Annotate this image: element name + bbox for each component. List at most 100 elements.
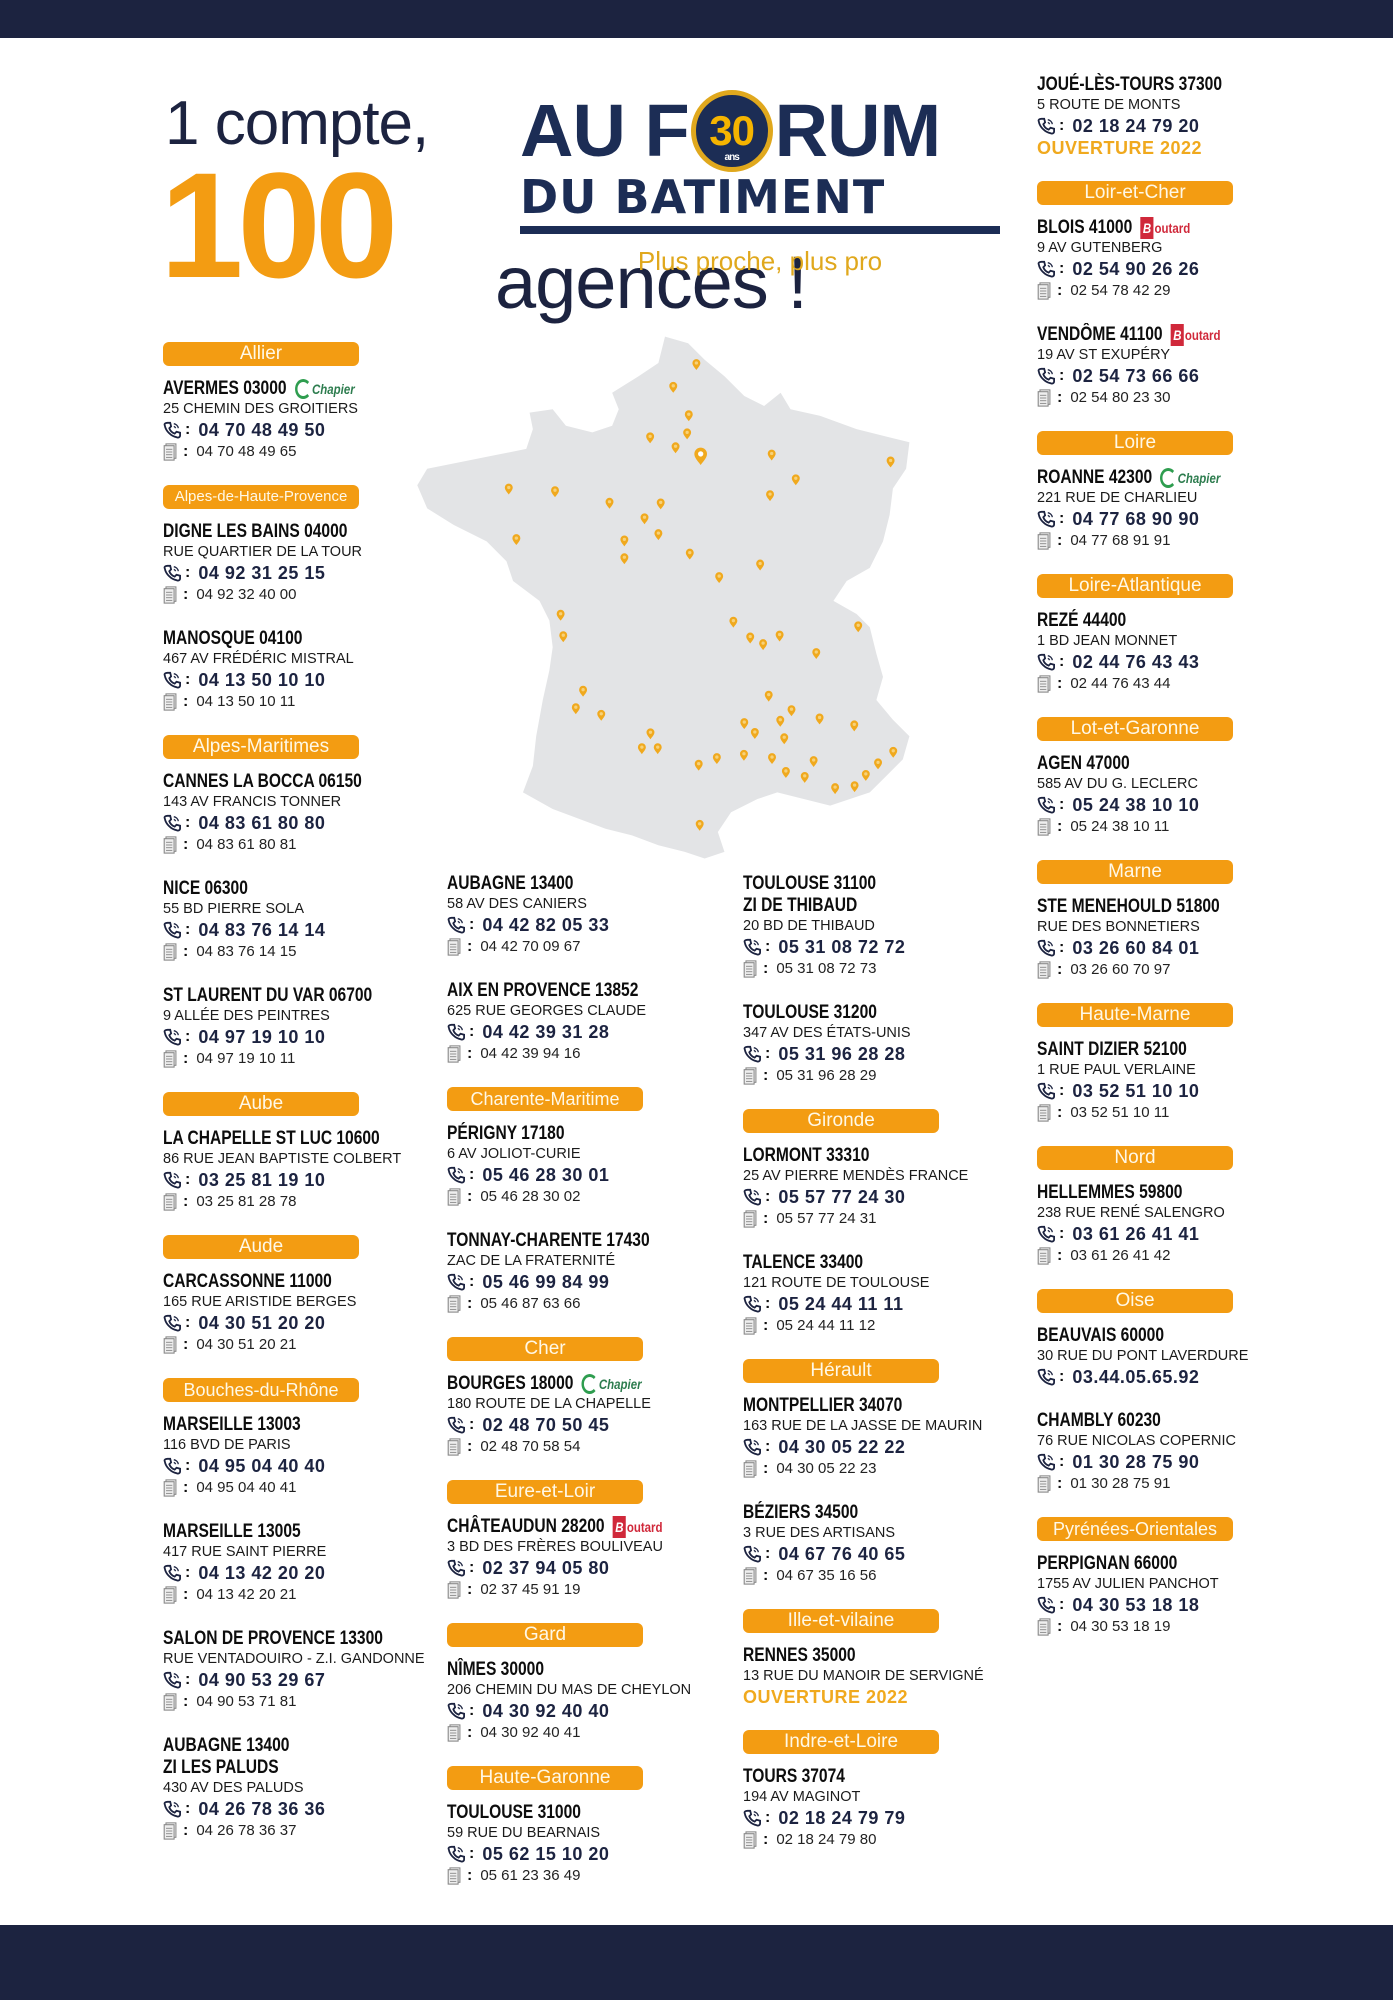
phone-number[interactable]: 04 13 42 20 20 bbox=[198, 1563, 326, 1583]
agency-name: JOUÉ-LÈS-TOURS 37300 bbox=[1037, 74, 1258, 96]
phone-number[interactable]: 03 61 26 41 41 bbox=[1072, 1224, 1200, 1244]
phone-number[interactable]: 05 46 28 30 01 bbox=[482, 1165, 610, 1185]
phone-icon bbox=[743, 1438, 761, 1456]
phone-number[interactable]: 04 30 92 40 40 bbox=[482, 1701, 610, 1721]
phone-number[interactable]: 05 24 38 10 10 bbox=[1072, 795, 1200, 815]
phone-number[interactable]: 05 31 08 72 72 bbox=[778, 937, 906, 957]
phone-number[interactable]: 03 26 60 84 01 bbox=[1072, 938, 1200, 958]
agency-name: TOULOUSE 31000 bbox=[447, 1802, 668, 1824]
phone-icon bbox=[447, 1023, 465, 1041]
agency-name-text: HELLEMMES 59800 bbox=[1037, 1182, 1183, 1203]
agency-name: TOURS 37074 bbox=[743, 1766, 964, 1788]
fax-icon bbox=[163, 1479, 179, 1497]
phone-number[interactable]: 04 70 48 49 50 bbox=[198, 420, 326, 440]
agency-address: 30 RUE DU PONT LAVERDURE bbox=[1037, 1348, 1249, 1364]
phone-number[interactable]: 02 18 24 79 20 bbox=[1072, 116, 1200, 136]
phone-number[interactable]: 04 30 05 22 22 bbox=[778, 1437, 906, 1457]
agency-pins bbox=[504, 359, 898, 831]
agency-pin-icon bbox=[715, 572, 724, 584]
department-header: Alpes-Maritimes bbox=[163, 735, 359, 759]
fax-line: :04 30 05 22 23 bbox=[743, 1458, 1013, 1480]
agency-address: 165 RUE ARISTIDE BERGES bbox=[163, 1294, 357, 1310]
chapier-logo-icon: Chapier bbox=[294, 378, 355, 400]
hero-number: 100 bbox=[160, 141, 398, 309]
phone-number[interactable]: 01 30 28 75 90 bbox=[1072, 1452, 1200, 1472]
agency-name: BOURGES 18000 Chapier bbox=[447, 1373, 668, 1395]
agency-name: NÎMES 30000 bbox=[447, 1659, 668, 1681]
phone-number[interactable]: 04 30 51 20 20 bbox=[198, 1313, 326, 1333]
phone-number[interactable]: 02 54 73 66 66 bbox=[1072, 366, 1200, 386]
phone-icon bbox=[1037, 1225, 1055, 1243]
fax-icon bbox=[743, 1567, 759, 1585]
agency-pin-icon bbox=[654, 529, 663, 541]
fax-line: :03 61 26 41 42 bbox=[1037, 1245, 1307, 1267]
phone-number[interactable]: 04 42 82 05 33 bbox=[482, 915, 610, 935]
agency-name-text: TOURS 37074 bbox=[743, 1766, 845, 1787]
agency-name-text: MARSEILLE 13003 bbox=[163, 1414, 301, 1435]
phone-number[interactable]: 04 83 76 14 14 bbox=[198, 920, 326, 940]
phone-number[interactable]: 04 42 39 31 28 bbox=[482, 1022, 610, 1042]
fax-line: :05 46 28 30 02 bbox=[447, 1186, 717, 1208]
phone-number[interactable]: 05 24 44 11 11 bbox=[778, 1294, 904, 1314]
phone-number[interactable]: 04 77 68 90 90 bbox=[1072, 509, 1200, 529]
hero-line1: 1 compte, bbox=[165, 89, 429, 158]
agency-card: TALENCE 33400 121 ROUTE DE TOULOUSE:05 24… bbox=[743, 1252, 1013, 1337]
phone-number[interactable]: 04 92 31 25 15 bbox=[198, 563, 326, 583]
phone-number[interactable]: 02 48 70 50 45 bbox=[482, 1415, 610, 1435]
phone-number[interactable]: 04 95 04 40 40 bbox=[198, 1456, 326, 1476]
agency-pin-icon bbox=[597, 709, 606, 721]
agency-pin-icon bbox=[791, 474, 800, 486]
fax-line: :04 30 92 40 41 bbox=[447, 1722, 717, 1744]
phone-number[interactable]: 02 54 90 26 26 bbox=[1072, 259, 1200, 279]
agency-name-text: DIGNE LES BAINS 04000 bbox=[163, 521, 348, 542]
phone-number[interactable]: 04 97 19 10 10 bbox=[198, 1027, 326, 1047]
agency-card: NÎMES 30000 206 CHEMIN DU MAS DE CHEYLON:… bbox=[447, 1659, 717, 1744]
agency-name: HELLEMMES 59800 bbox=[1037, 1182, 1258, 1204]
agency-card: PÉRIGNY 17180 6 AV JOLIOT-CURIE:05 46 28 … bbox=[447, 1123, 717, 1208]
phone-number[interactable]: 02 18 24 79 79 bbox=[778, 1808, 906, 1828]
phone-number[interactable]: 04 67 76 40 65 bbox=[778, 1544, 906, 1564]
phone-icon bbox=[1037, 1596, 1055, 1614]
agency-card: DIGNE LES BAINS 04000 RUE QUARTIER DE LA … bbox=[163, 521, 433, 606]
phone-number[interactable]: 05 57 77 24 30 bbox=[778, 1187, 906, 1207]
agency-card: PERPIGNAN 66000 1755 AV JULIEN PANCHOT:04… bbox=[1037, 1553, 1307, 1638]
department-header: Marne bbox=[1037, 860, 1233, 884]
agency-pin-icon bbox=[766, 490, 774, 502]
phone-number[interactable]: 02 44 76 43 43 bbox=[1072, 652, 1200, 672]
phone-number[interactable]: 03 25 81 19 10 bbox=[198, 1170, 326, 1190]
department-header: Haute-Garonne bbox=[447, 1766, 643, 1790]
fax-number: 02 54 80 23 30 bbox=[1070, 389, 1171, 406]
agency-name: CHAMBLY 60230 bbox=[1037, 1410, 1258, 1432]
agency-card: SALON DE PROVENCE 13300 RUE VENTADOUIRO -… bbox=[163, 1628, 433, 1713]
fax-icon bbox=[1037, 389, 1053, 407]
phone-number[interactable]: 04 83 61 80 80 bbox=[198, 813, 326, 833]
agency-card: SAINT DIZIER 52100 1 RUE PAUL VERLAINE:03… bbox=[1037, 1039, 1307, 1124]
agency-card: HELLEMMES 59800 238 RUE RENÉ SALENGRO:03 … bbox=[1037, 1182, 1307, 1267]
fax-number: 04 42 39 94 16 bbox=[480, 1045, 581, 1062]
phone-number[interactable]: 03 52 51 10 10 bbox=[1072, 1081, 1200, 1101]
fax-line: :05 24 38 10 11 bbox=[1037, 816, 1307, 838]
agency-name-text: JOUÉ-LÈS-TOURS 37300 bbox=[1037, 74, 1223, 95]
agency-pin-icon bbox=[504, 483, 513, 495]
department-header: Loire-Atlantique bbox=[1037, 574, 1233, 598]
phone-number[interactable]: 05 62 15 10 20 bbox=[482, 1844, 610, 1864]
agency-card: STE MENEHOULD 51800 RUE DES BONNETIERS:03… bbox=[1037, 896, 1307, 981]
phone-number[interactable]: 04 30 53 18 18 bbox=[1072, 1595, 1200, 1615]
phone-number[interactable]: 03.44.05.65.92 bbox=[1072, 1367, 1200, 1387]
agency-pin-icon bbox=[812, 648, 821, 659]
phone-number[interactable]: 05 46 99 84 99 bbox=[482, 1272, 610, 1292]
phone-icon bbox=[163, 921, 181, 939]
phone-number[interactable]: 02 37 94 05 80 bbox=[482, 1558, 610, 1578]
phone-icon bbox=[1037, 939, 1055, 957]
phone-line: :02 44 76 43 43 bbox=[1037, 651, 1307, 673]
phone-line: :04 30 05 22 22 bbox=[743, 1436, 1013, 1458]
phone-number[interactable]: 04 13 50 10 10 bbox=[198, 670, 326, 690]
hero-line2: agences ! bbox=[495, 241, 808, 324]
phone-number[interactable]: 05 31 96 28 28 bbox=[778, 1044, 906, 1064]
phone-number[interactable]: 04 26 78 36 36 bbox=[198, 1799, 326, 1819]
phone-number[interactable]: 04 90 53 29 67 bbox=[198, 1670, 326, 1690]
agency-name: TOULOUSE 31100 bbox=[743, 873, 964, 895]
fax-icon bbox=[163, 1193, 179, 1211]
agency-card: LORMONT 33310 25 AV PIERRE MENDÈS FRANCE:… bbox=[743, 1145, 1013, 1230]
